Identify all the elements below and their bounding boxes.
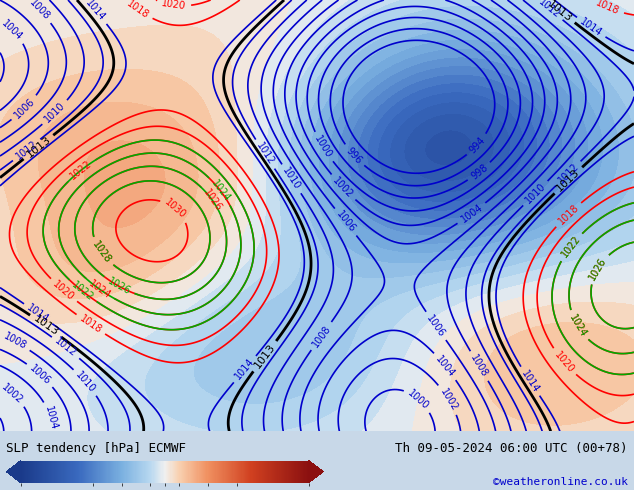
Text: 1010: 1010 — [523, 181, 548, 205]
Text: 1022: 1022 — [68, 159, 94, 182]
Text: 1004: 1004 — [0, 18, 25, 42]
Text: 1002: 1002 — [331, 175, 355, 200]
Text: 1006: 1006 — [334, 209, 357, 235]
Text: 1002: 1002 — [0, 382, 25, 406]
Text: 1026: 1026 — [105, 276, 132, 296]
Text: 1010: 1010 — [281, 166, 302, 192]
Text: 1013: 1013 — [32, 314, 60, 338]
Text: 1006: 1006 — [12, 96, 37, 121]
Text: 1026: 1026 — [201, 188, 224, 214]
Text: 1020: 1020 — [552, 349, 576, 375]
Text: 1006: 1006 — [425, 313, 447, 339]
Text: 1026: 1026 — [587, 255, 609, 282]
Text: 1020: 1020 — [51, 279, 76, 302]
Text: 1013: 1013 — [555, 167, 582, 194]
Text: 1012: 1012 — [14, 139, 39, 162]
Text: 1000: 1000 — [406, 388, 431, 411]
Text: 1010: 1010 — [74, 369, 98, 394]
Text: 1030: 1030 — [163, 197, 188, 221]
Text: 1022: 1022 — [70, 280, 96, 303]
Text: Th 09-05-2024 06:00 UTC (00+78): Th 09-05-2024 06:00 UTC (00+78) — [395, 442, 628, 455]
PathPatch shape — [309, 461, 323, 483]
Text: 1018: 1018 — [556, 202, 581, 226]
Text: 1020: 1020 — [161, 0, 187, 12]
Text: 1004: 1004 — [434, 354, 457, 379]
Text: 1026: 1026 — [587, 255, 609, 282]
Text: 1024: 1024 — [87, 278, 113, 300]
Text: 1008: 1008 — [2, 331, 28, 352]
Text: 1018: 1018 — [595, 0, 621, 17]
Text: 1028: 1028 — [90, 240, 113, 265]
Text: 1018: 1018 — [78, 314, 103, 336]
Text: 1012: 1012 — [536, 0, 562, 21]
Text: 1024: 1024 — [209, 178, 232, 204]
Text: 998: 998 — [469, 162, 489, 181]
Text: 996: 996 — [344, 146, 364, 166]
Text: 1022: 1022 — [559, 234, 582, 260]
Text: 1013: 1013 — [252, 342, 277, 370]
Text: 1014: 1014 — [233, 357, 257, 382]
Text: 1004: 1004 — [459, 202, 484, 225]
Text: 1024: 1024 — [567, 313, 588, 339]
Text: 1002: 1002 — [437, 386, 459, 413]
Text: 1014: 1014 — [84, 0, 107, 24]
Text: 1028: 1028 — [90, 240, 113, 265]
Text: 1000: 1000 — [313, 134, 334, 160]
Text: 1018: 1018 — [125, 0, 151, 21]
Text: 1008: 1008 — [469, 353, 490, 379]
Text: ©weatheronline.co.uk: ©weatheronline.co.uk — [493, 477, 628, 487]
Text: 1022: 1022 — [559, 234, 582, 260]
Text: 1013: 1013 — [546, 0, 574, 24]
Text: 1008: 1008 — [27, 0, 51, 23]
Text: 1014: 1014 — [25, 302, 51, 325]
Text: 1012: 1012 — [556, 161, 581, 186]
Text: 1004: 1004 — [42, 405, 58, 431]
Text: 1013: 1013 — [24, 134, 53, 160]
Text: 1006: 1006 — [28, 363, 53, 387]
Text: 1014: 1014 — [519, 368, 541, 394]
Text: SLP tendency [hPa] ECMWF: SLP tendency [hPa] ECMWF — [6, 442, 186, 455]
Text: 1024: 1024 — [567, 313, 588, 339]
Text: 1012: 1012 — [254, 141, 276, 167]
PathPatch shape — [6, 461, 21, 483]
Text: 994: 994 — [467, 135, 487, 155]
Text: 1014: 1014 — [578, 16, 604, 38]
Text: 1010: 1010 — [43, 100, 67, 125]
Text: 1012: 1012 — [53, 336, 79, 359]
Text: 1008: 1008 — [310, 323, 333, 349]
